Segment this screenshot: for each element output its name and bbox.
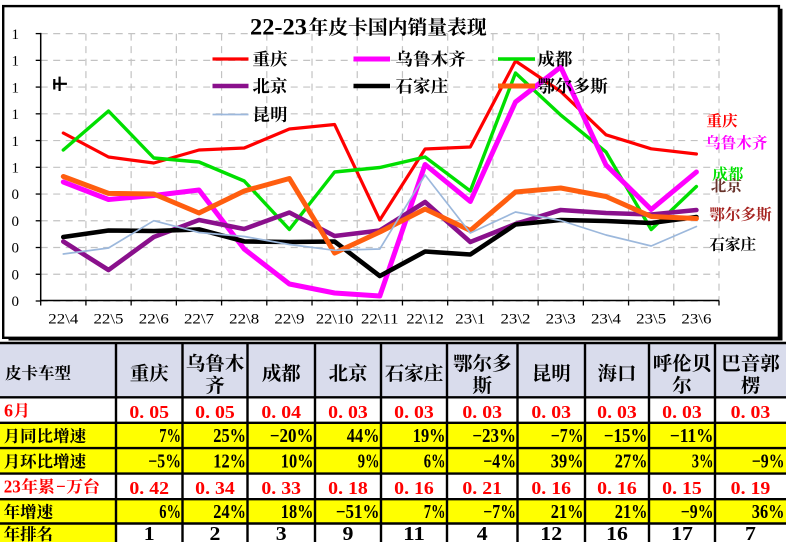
svg-text:−23%: −23% xyxy=(472,426,516,447)
svg-text:0. 33: 0. 33 xyxy=(261,478,301,498)
svg-text:22-23: 22-23 xyxy=(250,14,307,39)
svg-text:22\4: 22\4 xyxy=(48,312,79,328)
svg-text:23\4: 23\4 xyxy=(591,312,622,328)
svg-text:−7%: −7% xyxy=(551,426,584,447)
svg-text:−9%: −9% xyxy=(752,451,785,472)
svg-text:−9%: −9% xyxy=(681,502,714,523)
svg-text:1: 1 xyxy=(12,161,20,177)
svg-text:21%: 21% xyxy=(615,502,648,523)
svg-text:0: 0 xyxy=(12,214,20,230)
svg-text:22\7: 22\7 xyxy=(184,312,215,328)
svg-text:22\6: 22\6 xyxy=(139,312,170,328)
svg-text:22\10: 22\10 xyxy=(316,312,354,328)
svg-text:23: 23 xyxy=(4,477,21,497)
svg-text:23\2: 23\2 xyxy=(501,312,531,328)
svg-text:−15%: −15% xyxy=(604,426,648,447)
svg-text:11: 11 xyxy=(403,524,425,542)
svg-text:0: 0 xyxy=(12,241,20,257)
svg-text:23\6: 23\6 xyxy=(681,312,712,328)
svg-text:0. 03: 0. 03 xyxy=(394,402,434,422)
svg-text:44%: 44% xyxy=(347,426,380,447)
svg-text:0. 03: 0. 03 xyxy=(531,402,571,422)
svg-text:−: − xyxy=(56,477,66,496)
svg-text:4: 4 xyxy=(477,524,488,542)
svg-text:1: 1 xyxy=(12,80,20,96)
svg-text:6: 6 xyxy=(4,401,13,421)
svg-text:0. 03: 0. 03 xyxy=(328,402,368,422)
svg-text:0. 03: 0. 03 xyxy=(462,402,502,422)
svg-text:7: 7 xyxy=(745,524,756,542)
svg-text:23\1: 23\1 xyxy=(455,312,485,328)
svg-text:12: 12 xyxy=(540,524,562,542)
svg-text:0: 0 xyxy=(12,294,20,310)
svg-text:0. 16: 0. 16 xyxy=(597,478,637,498)
svg-text:27%: 27% xyxy=(615,451,648,472)
svg-text:0. 16: 0. 16 xyxy=(531,478,571,498)
svg-text:9%: 9% xyxy=(358,451,380,472)
svg-text:22\9: 22\9 xyxy=(274,312,304,328)
svg-text:25%: 25% xyxy=(213,426,246,447)
svg-text:0. 04: 0. 04 xyxy=(261,402,301,422)
svg-text:0. 21: 0. 21 xyxy=(462,478,502,498)
svg-text:7%: 7% xyxy=(424,502,446,523)
svg-text:36%: 36% xyxy=(752,502,785,523)
svg-text:1: 1 xyxy=(12,107,20,123)
svg-text:9: 9 xyxy=(343,524,354,542)
svg-text:0. 05: 0. 05 xyxy=(129,402,169,422)
svg-text:0. 03: 0. 03 xyxy=(597,402,637,422)
svg-text:7%: 7% xyxy=(159,426,181,447)
svg-text:18%: 18% xyxy=(281,502,314,523)
svg-text:0: 0 xyxy=(12,187,20,203)
svg-text:3%: 3% xyxy=(692,451,714,472)
svg-text:24%: 24% xyxy=(213,502,246,523)
svg-text:−11%: −11% xyxy=(670,426,714,447)
svg-text:−4%: −4% xyxy=(483,451,516,472)
svg-text:0. 19: 0. 19 xyxy=(731,478,771,498)
svg-text:0. 16: 0. 16 xyxy=(394,478,434,498)
svg-text:21%: 21% xyxy=(551,502,584,523)
svg-text:22\8: 22\8 xyxy=(229,312,259,328)
svg-text:22\5: 22\5 xyxy=(94,312,124,328)
svg-text:−20%: −20% xyxy=(270,426,314,447)
svg-text:−7%: −7% xyxy=(483,502,516,523)
svg-text:17: 17 xyxy=(671,524,693,542)
svg-text:0. 18: 0. 18 xyxy=(328,478,368,498)
svg-text:23\3: 23\3 xyxy=(546,312,576,328)
svg-text:6%: 6% xyxy=(424,451,446,472)
svg-text:3: 3 xyxy=(276,524,287,542)
svg-text:0. 03: 0. 03 xyxy=(662,402,702,422)
svg-text:−5%: −5% xyxy=(148,451,181,472)
svg-text:0. 42: 0. 42 xyxy=(129,478,169,498)
svg-text:19%: 19% xyxy=(413,426,446,447)
svg-text:23\5: 23\5 xyxy=(636,312,666,328)
svg-text:16: 16 xyxy=(606,524,628,542)
svg-text:2: 2 xyxy=(210,524,221,542)
svg-text:22\11: 22\11 xyxy=(361,312,399,328)
svg-text:0: 0 xyxy=(12,268,20,284)
svg-text:6%: 6% xyxy=(159,502,181,523)
svg-text:1: 1 xyxy=(12,27,20,43)
svg-text:12%: 12% xyxy=(213,451,246,472)
svg-text:0. 15: 0. 15 xyxy=(662,478,702,498)
svg-text:39%: 39% xyxy=(551,451,584,472)
svg-text:10%: 10% xyxy=(281,451,314,472)
svg-text:0. 05: 0. 05 xyxy=(195,402,235,422)
svg-text:−51%: −51% xyxy=(336,502,380,523)
svg-text:22\12: 22\12 xyxy=(406,312,444,328)
svg-text:0. 03: 0. 03 xyxy=(731,402,771,422)
svg-text:0. 34: 0. 34 xyxy=(195,478,235,498)
svg-text:1: 1 xyxy=(12,54,20,70)
svg-text:1: 1 xyxy=(12,134,20,150)
svg-text:1: 1 xyxy=(144,524,155,542)
